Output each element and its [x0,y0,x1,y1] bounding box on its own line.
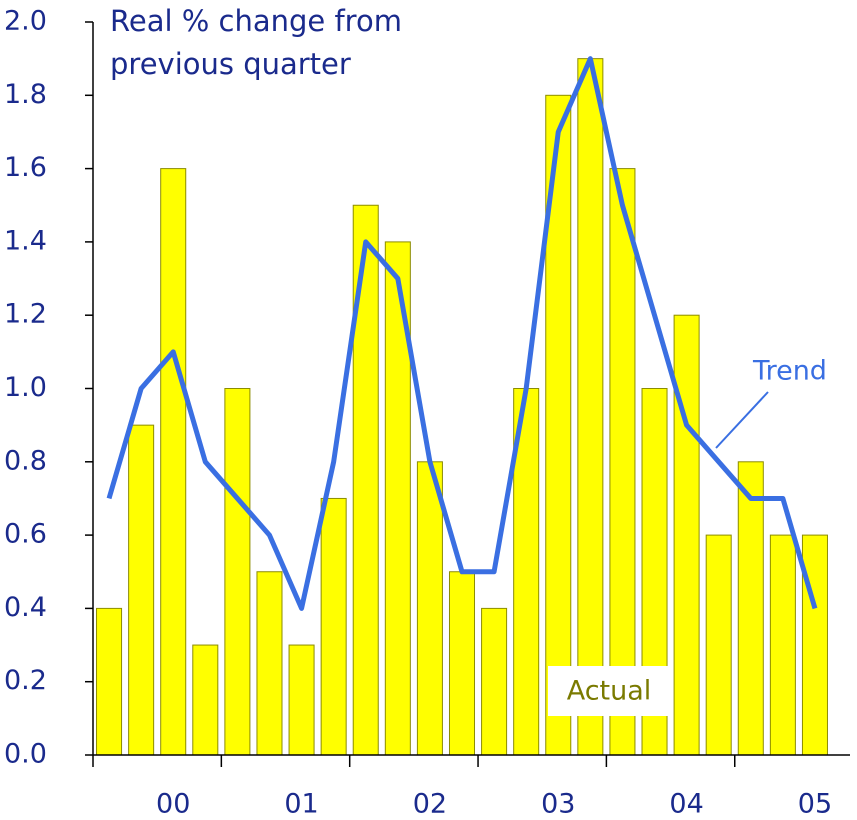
bar [320,497,347,756]
x-tick-label: 02 [413,789,447,820]
y-tick-label: 0.8 [4,445,47,476]
x-tick-label: 05 [798,789,832,820]
bar [128,424,155,756]
y-tick-label: 1.0 [4,372,47,403]
x-tick-label: 01 [284,789,318,820]
x-tick-label: 03 [541,789,575,820]
bar [769,534,796,756]
bar [256,571,283,756]
y-tick-label: 0.0 [4,739,47,770]
bar [481,607,508,756]
y-tick-label: 1.8 [4,79,47,110]
y-tick-label: 1.4 [4,225,47,256]
bar [673,314,700,756]
bar [416,461,443,756]
trend-label: Trend [752,356,827,387]
bar [192,644,219,756]
bar [705,534,732,756]
bar [737,461,764,756]
bar [288,644,315,756]
y-tick-label: 1.6 [4,152,47,183]
trend-line [106,56,818,611]
x-tick-label: 00 [156,789,190,820]
bar [96,607,123,756]
y-tick-label: 2.0 [4,6,47,37]
chart-title: Real % change from [110,4,402,38]
y-tick-label: 0.4 [4,592,47,623]
bar [577,58,604,756]
bar [801,534,828,756]
x-tick-label: 04 [669,789,703,820]
chart-title: previous quarter [110,47,351,81]
y-tick-label: 1.2 [4,299,47,330]
actual-label: Actual [567,676,652,707]
bar [448,571,476,756]
trend-leader [715,391,769,449]
y-tick-label: 0.2 [4,665,47,696]
y-tick-label: 0.6 [4,519,47,550]
actual-label-box [548,666,670,716]
bar [160,168,187,756]
bar [224,388,251,756]
bar [609,168,636,756]
